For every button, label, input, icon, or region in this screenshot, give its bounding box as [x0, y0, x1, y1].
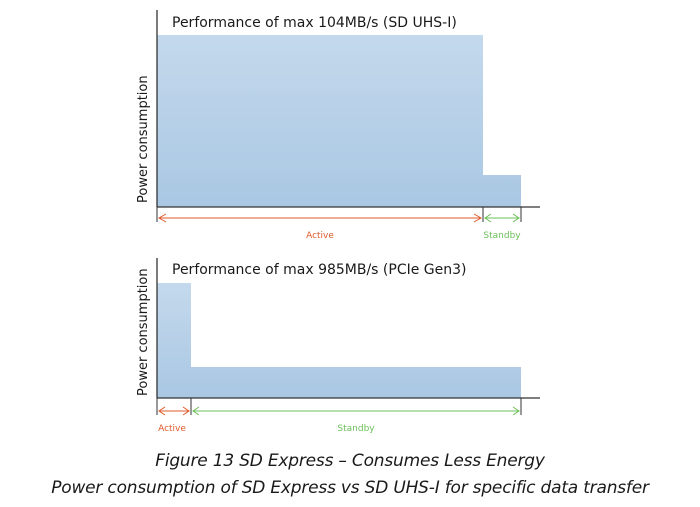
power-area-pcie	[157, 283, 521, 398]
active-arrow	[158, 406, 190, 416]
figure-caption-title: Figure 13 SD Express – Consumes Less Ene…	[155, 451, 545, 471]
y-axis-label: Power consumption	[136, 268, 151, 396]
chart-pcie-gen3: Performance of max 985MB/s (PCIe Gen3) P…	[136, 258, 540, 434]
standby-arrow	[484, 213, 520, 223]
standby-arrow	[192, 406, 520, 416]
chart-title: Performance of max 104MB/s (SD UHS-I)	[172, 15, 457, 31]
chart-sd-uhs-i: Performance of max 104MB/s (SD UHS-I) Po…	[136, 10, 540, 241]
power-area-uhs-i	[157, 35, 521, 207]
active-arrow	[157, 213, 483, 223]
active-label: Active	[306, 231, 334, 241]
chart-title: Performance of max 985MB/s (PCIe Gen3)	[172, 262, 467, 278]
standby-label: Standby	[337, 424, 375, 434]
y-axis-label: Power consumption	[136, 75, 151, 203]
figure-caption-subtitle: Power consumption of SD Express vs SD UH…	[51, 478, 649, 498]
standby-label: Standby	[483, 231, 521, 241]
active-label: Active	[158, 424, 186, 434]
